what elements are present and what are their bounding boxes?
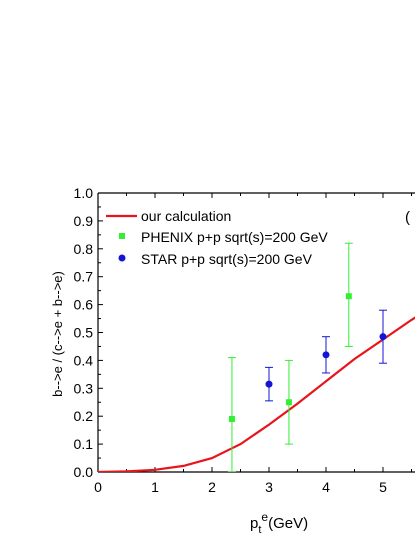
star-point bbox=[379, 333, 387, 341]
legend-label: STAR p+p sqrt(s)=200 GeV bbox=[141, 251, 313, 267]
x-tick-label: 4 bbox=[322, 479, 330, 495]
y-tick-label: 0.0 bbox=[74, 464, 94, 480]
x-tick-label: 2 bbox=[208, 479, 216, 495]
y-tick-label: 0.8 bbox=[74, 241, 94, 257]
y-tick-label: 0.6 bbox=[74, 297, 94, 313]
y-tick-label: 0.4 bbox=[74, 352, 94, 368]
x-axis-label: pte(GeV) bbox=[250, 510, 308, 536]
x-axis-label-main: p bbox=[250, 515, 258, 532]
x-tick-label: 0 bbox=[94, 479, 102, 495]
y-axis-label: b-->e / (c-->e + b-->e) bbox=[50, 271, 65, 397]
x-tick-labels: 0 1 2 3 4 5 bbox=[94, 479, 387, 495]
axes bbox=[97, 192, 415, 473]
y-tick-label: 0.2 bbox=[74, 408, 94, 424]
y-tick-label: 1.0 bbox=[74, 185, 94, 201]
panel-label: ( bbox=[405, 209, 410, 226]
phenix-point bbox=[345, 293, 352, 300]
y-tick-labels: 0.0 0.1 0.2 0.3 0.4 0.5 0.6 0.7 0.8 0.9 1.0 bbox=[74, 185, 94, 480]
legend-circle-marker bbox=[118, 254, 126, 262]
legend-label: our calculation bbox=[141, 208, 231, 224]
phenix-point bbox=[228, 415, 235, 422]
legend: our calculation PHENIX p+p sqrt(s)=200 Ge… bbox=[106, 208, 328, 267]
calculation-curve bbox=[98, 316, 415, 472]
star-point bbox=[322, 351, 330, 359]
x-axis-label-sub: t bbox=[258, 524, 261, 536]
star-point bbox=[265, 380, 273, 388]
x-tick-label: 3 bbox=[265, 479, 273, 495]
x-tick-label: 1 bbox=[151, 479, 159, 495]
y-tick-label: 0.9 bbox=[74, 213, 94, 229]
x-axis-label-unit: (GeV) bbox=[268, 515, 308, 532]
x-tick-label: 5 bbox=[379, 479, 387, 495]
phenix-point bbox=[285, 399, 292, 406]
y-tick-label: 0.7 bbox=[74, 269, 94, 285]
series-layer bbox=[98, 242, 415, 472]
y-tick-label: 0.3 bbox=[74, 380, 94, 396]
x-axis-label-sup: e bbox=[261, 510, 268, 524]
legend-square-marker bbox=[119, 233, 125, 239]
legend-label: PHENIX p+p sqrt(s)=200 GeV bbox=[141, 229, 328, 245]
y-tick-label: 0.1 bbox=[74, 436, 94, 452]
y-tick-label: 0.5 bbox=[74, 325, 94, 341]
